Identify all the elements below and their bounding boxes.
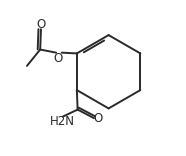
Text: O: O [54, 52, 63, 65]
Text: O: O [36, 18, 46, 31]
Text: H2N: H2N [49, 115, 75, 128]
Text: O: O [94, 112, 103, 125]
